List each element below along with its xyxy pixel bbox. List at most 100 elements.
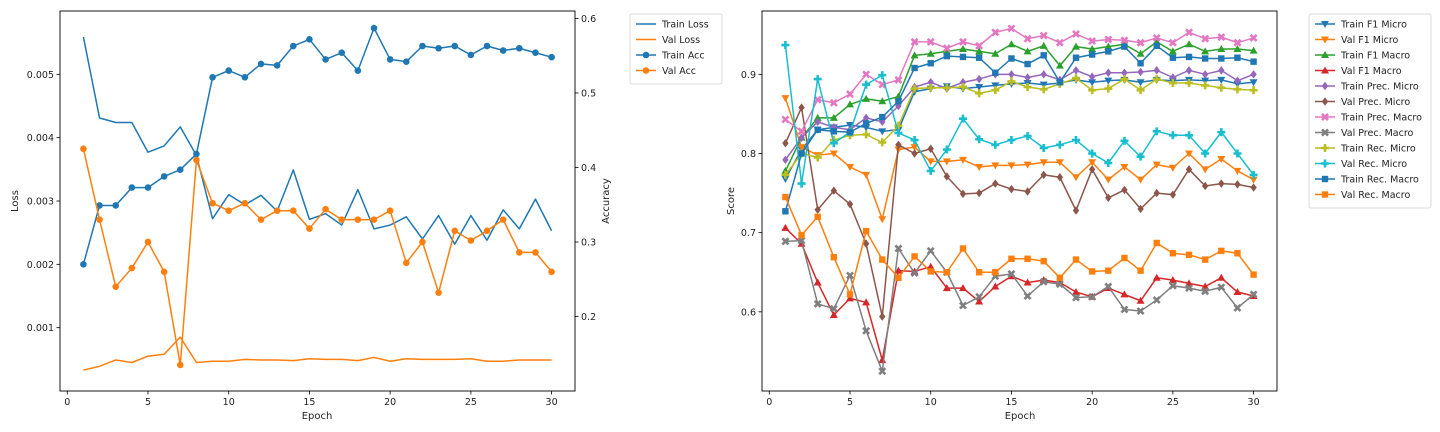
loss-accuracy-plot-area [80, 24, 555, 371]
data-point [1233, 149, 1242, 158]
data-point [1072, 74, 1081, 83]
y-tick-label: 0.9 [741, 70, 756, 81]
legend-marker [1321, 191, 1329, 198]
data-point [1104, 282, 1113, 291]
data-point [1039, 159, 1048, 167]
data-point [927, 60, 934, 67]
data-point [846, 199, 854, 209]
data-point [878, 71, 887, 80]
data-point [958, 114, 967, 123]
y-tick-label: 0.7 [741, 228, 756, 239]
x-tick-label: 0 [64, 397, 70, 408]
data-point [1072, 256, 1080, 263]
data-point [862, 70, 871, 79]
data-point [451, 227, 459, 235]
data-point [813, 95, 822, 104]
data-point [1023, 292, 1032, 300]
data-point [338, 216, 346, 223]
data-point [548, 53, 555, 61]
data-point [1201, 70, 1209, 79]
data-point [1137, 267, 1144, 274]
data-point [1201, 256, 1209, 263]
data-point [1153, 42, 1160, 50]
scores-legend: Train F1 Micro Val F1 Micro Train F1 Macro… [1308, 13, 1432, 209]
data-point [878, 216, 887, 224]
series-line [784, 106, 1254, 318]
data-point [1088, 79, 1097, 87]
data-point [879, 312, 886, 321]
data-point [1152, 33, 1161, 42]
data-point [96, 216, 103, 223]
data-point [862, 130, 871, 139]
series-line [784, 227, 1254, 361]
loss-accuracy-axes: 0 5 10 15 20 25 30 0.001 0.002 0.003 0.004 0.005 0.2… [27, 10, 596, 408]
data-point [862, 171, 871, 179]
data-point [797, 144, 806, 152]
x-tick-label: 10 [925, 397, 937, 408]
data-point [959, 189, 967, 199]
data-point [894, 121, 903, 130]
data-point [1088, 86, 1097, 95]
data-point [830, 128, 838, 135]
data-point [1105, 68, 1112, 77]
data-point [1008, 255, 1015, 262]
data-point [1249, 86, 1258, 95]
data-point [1023, 34, 1032, 43]
data-point [1152, 75, 1161, 84]
data-point [1185, 66, 1193, 75]
data-point [1169, 73, 1177, 82]
x-tick-label: 30 [1248, 397, 1260, 408]
data-point [370, 24, 378, 32]
data-point [975, 74, 983, 84]
data-point [273, 62, 281, 69]
x-tick-label: 10 [223, 397, 235, 408]
data-point [830, 254, 838, 261]
data-point [878, 128, 887, 136]
data-point [1233, 288, 1242, 296]
data-point [781, 237, 790, 246]
data-point [1024, 187, 1031, 196]
data-point [926, 49, 935, 57]
legend-marker [1321, 66, 1329, 74]
legend-label: Val Rec. Macro [1341, 190, 1410, 201]
data-point [991, 140, 1000, 149]
legend-marker [1321, 175, 1329, 183]
legend-label: Val Acc [662, 66, 696, 77]
data-point [1024, 255, 1031, 262]
data-point [1217, 76, 1226, 84]
data-point [1153, 66, 1160, 75]
data-point [1007, 136, 1016, 145]
data-point [1040, 257, 1047, 265]
legend-marker [642, 51, 650, 59]
data-point [878, 138, 887, 147]
data-point [193, 150, 200, 158]
data-point [532, 249, 539, 256]
data-point [992, 69, 999, 76]
data-point [797, 127, 806, 136]
data-point [306, 36, 313, 43]
data-point [1185, 251, 1193, 259]
data-point [160, 268, 168, 276]
data-point [846, 271, 854, 280]
data-point [1039, 41, 1048, 49]
data-point [1233, 167, 1242, 175]
data-point [386, 207, 394, 214]
data-point [781, 170, 790, 179]
legend-label: Val Prec. Micro [1341, 97, 1410, 108]
data-point [1072, 206, 1080, 215]
y-tick-label: 0.003 [27, 197, 54, 208]
data-point [419, 42, 426, 50]
data-point [991, 86, 1000, 95]
data-point [1007, 77, 1016, 86]
data-point [1104, 159, 1113, 167]
data-point [1201, 47, 1210, 55]
data-point [975, 163, 984, 171]
y-tick-label: 0.6 [741, 307, 756, 318]
data-point [128, 184, 136, 191]
x-tick-label: 20 [384, 397, 396, 408]
data-point [257, 60, 265, 68]
y-tick-label: 0.002 [27, 260, 54, 271]
data-point [1088, 292, 1097, 301]
data-point [927, 78, 934, 87]
data-point [992, 179, 999, 188]
